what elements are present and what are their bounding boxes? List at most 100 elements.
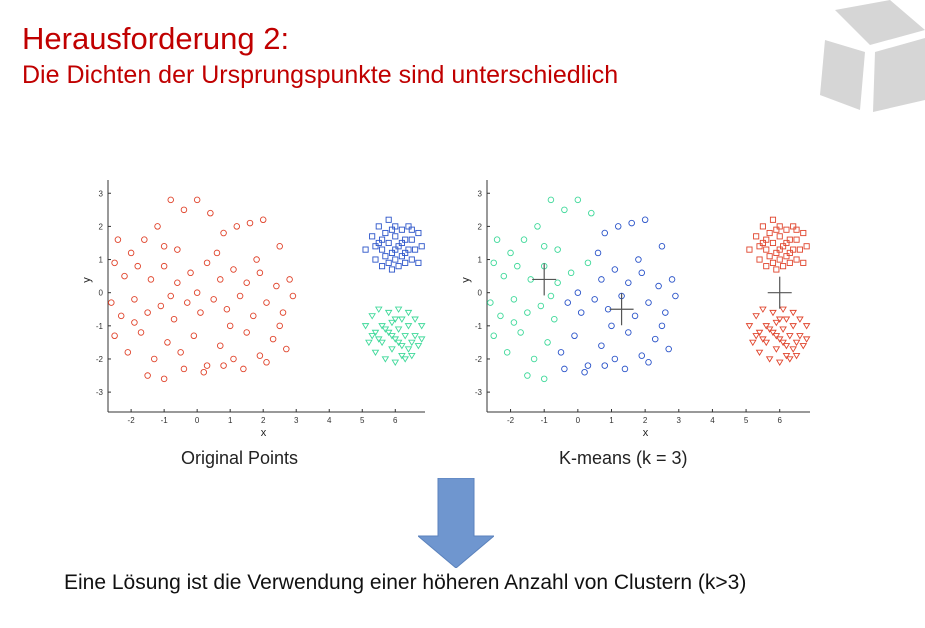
- data-point: [782, 343, 791, 350]
- data-point: [792, 353, 801, 360]
- data-point: [625, 329, 632, 336]
- data-point: [782, 353, 791, 360]
- data-point: [783, 226, 790, 233]
- data-point: [759, 336, 767, 343]
- data-point: [800, 229, 807, 237]
- data-point: [402, 236, 409, 243]
- data-point: [385, 239, 392, 247]
- slide-title: Herausforderung 2:: [22, 21, 290, 56]
- data-point: [382, 229, 389, 237]
- x-tick-label: -1: [541, 416, 549, 425]
- data-point: [170, 315, 178, 323]
- data-point: [147, 276, 155, 283]
- data-point: [405, 223, 412, 230]
- data-point: [554, 279, 561, 286]
- data-point: [611, 355, 619, 363]
- data-point: [164, 339, 171, 346]
- data-point: [641, 216, 649, 224]
- data-point: [635, 256, 642, 263]
- x-tick-label: 0: [195, 416, 200, 425]
- data-point: [160, 243, 168, 250]
- data-point: [540, 243, 548, 250]
- data-point: [554, 246, 561, 253]
- data-point: [404, 309, 413, 317]
- data-point: [793, 236, 800, 243]
- data-point: [388, 249, 396, 256]
- data-point: [765, 326, 774, 333]
- data-point: [793, 256, 800, 263]
- data-point: [381, 326, 390, 333]
- data-point: [398, 353, 406, 360]
- data-point: [614, 223, 622, 230]
- data-point: [174, 246, 181, 253]
- data-point: [611, 266, 619, 273]
- data-point: [392, 246, 399, 253]
- data-point: [594, 249, 602, 257]
- data-point: [775, 336, 784, 343]
- data-point: [780, 243, 787, 250]
- data-point: [789, 309, 797, 317]
- x-tick-label: 4: [710, 416, 715, 425]
- data-point: [780, 263, 787, 270]
- data-point: [246, 219, 254, 227]
- data-point: [289, 292, 297, 300]
- x-tick-label: 3: [294, 416, 299, 425]
- y-tick-label: -2: [475, 355, 483, 364]
- data-point: [404, 323, 413, 330]
- data-point: [398, 343, 406, 350]
- data-point: [779, 306, 787, 313]
- data-point: [752, 313, 760, 320]
- data-point: [392, 233, 399, 240]
- y-tick-label: -3: [475, 388, 483, 397]
- data-point: [577, 309, 585, 316]
- data-point: [226, 322, 234, 330]
- data-point: [507, 249, 514, 257]
- data-point: [789, 346, 797, 353]
- data-point: [779, 326, 787, 333]
- data-point: [598, 342, 605, 349]
- data-point: [256, 269, 264, 277]
- data-point: [790, 223, 797, 230]
- data-point: [385, 259, 392, 266]
- data-point: [557, 349, 565, 356]
- data-point: [402, 249, 409, 256]
- data-point: [584, 259, 592, 267]
- logo-cube-left-face: [820, 40, 865, 110]
- data-point: [395, 263, 402, 270]
- down-arrow-icon: [418, 478, 494, 568]
- data-point: [391, 336, 400, 343]
- x-tick-label: 0: [576, 416, 581, 425]
- data-point: [411, 333, 419, 340]
- x-tick-label: 6: [393, 416, 398, 425]
- data-point: [490, 332, 497, 340]
- data-point: [368, 333, 376, 340]
- data-point: [601, 362, 609, 369]
- y-tick-label: 1: [478, 256, 483, 265]
- data-point: [524, 372, 531, 379]
- data-point: [276, 322, 283, 330]
- data-point: [111, 259, 118, 267]
- data-point: [520, 236, 528, 243]
- data-point: [796, 316, 804, 323]
- data-point: [561, 365, 568, 373]
- data-point: [628, 219, 635, 227]
- y-tick-label: 2: [478, 222, 483, 231]
- data-point: [408, 236, 415, 243]
- data-point: [160, 262, 168, 270]
- logo-cube-right-face: [873, 38, 925, 112]
- data-point: [786, 249, 793, 256]
- data-point: [773, 266, 780, 273]
- data-point: [776, 256, 783, 263]
- data-point: [500, 272, 508, 280]
- data-point: [769, 329, 777, 337]
- data-point: [547, 292, 555, 300]
- data-point: [279, 309, 287, 316]
- data-point: [763, 263, 770, 270]
- data-point: [365, 339, 373, 347]
- data-point: [223, 306, 231, 313]
- data-point: [493, 236, 501, 243]
- data-point: [638, 352, 646, 359]
- data-point: [233, 223, 241, 230]
- data-point: [755, 329, 764, 337]
- data-point: [385, 216, 392, 223]
